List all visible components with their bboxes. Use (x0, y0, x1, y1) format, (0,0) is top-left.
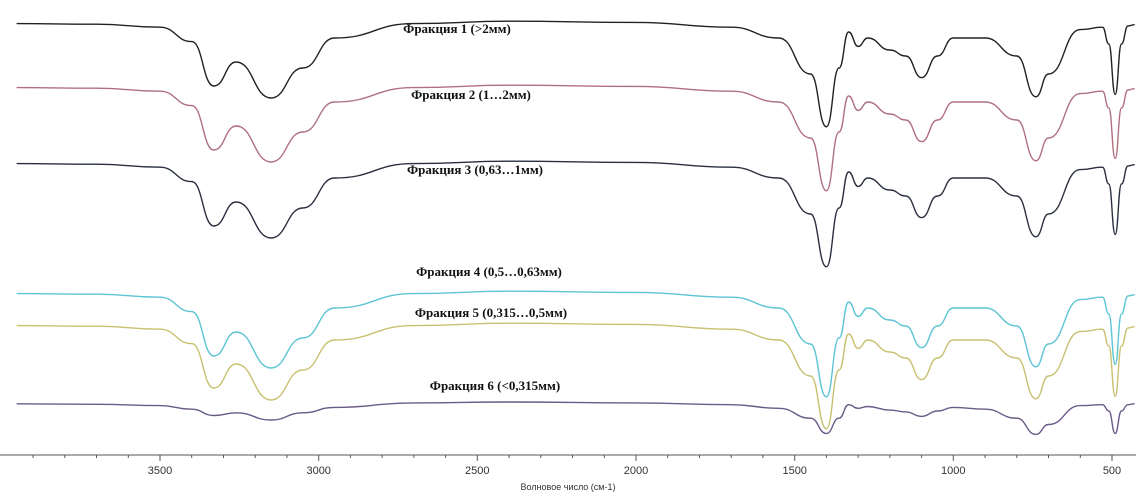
series-label-2: Фракция 2 (1…2мм) (411, 87, 531, 102)
series-label-4: Фракция 4 (0,5…0,63мм) (416, 264, 562, 279)
spectrum-line-3 (16, 160, 1135, 268)
spectrum-line-6 (16, 401, 1135, 436)
x-tick-label: 3500 (148, 465, 172, 477)
x-axis-ticks: 3500 3000 2500 2000 1500 1000 500 (32, 455, 1121, 477)
x-axis: 3500 3000 2500 2000 1500 1000 500 Волновое чис… (0, 454, 1136, 492)
series-label-3: Фракция 3 (0,63…1мм) (407, 162, 543, 177)
series-label-5: Фракция 5 (0,315…0,5мм) (415, 305, 567, 320)
spectrum-line-4 (16, 290, 1135, 398)
series-label-1: Фракция 1 (>2мм) (403, 21, 511, 36)
x-tick-label: 2500 (465, 465, 489, 477)
spectrum-line-2 (16, 84, 1135, 192)
spectrum-line-5 (16, 322, 1135, 430)
x-tick-label: 1500 (782, 465, 806, 477)
series-labels: Фракция 1 (>2мм) Фракция 2 (1…2мм) Фракция… (403, 21, 567, 393)
x-tick-label: 500 (1103, 465, 1121, 477)
x-tick-label: 1000 (941, 465, 965, 477)
spectra-traces (16, 20, 1135, 436)
x-tick-label: 3000 (306, 465, 330, 477)
series-label-6: Фракция 6 (<0,315мм) (430, 378, 560, 393)
x-tick-label: 2000 (624, 465, 648, 477)
spectrum-line-1 (16, 20, 1135, 128)
x-axis-title: Волновое число (см-1) (521, 482, 616, 492)
